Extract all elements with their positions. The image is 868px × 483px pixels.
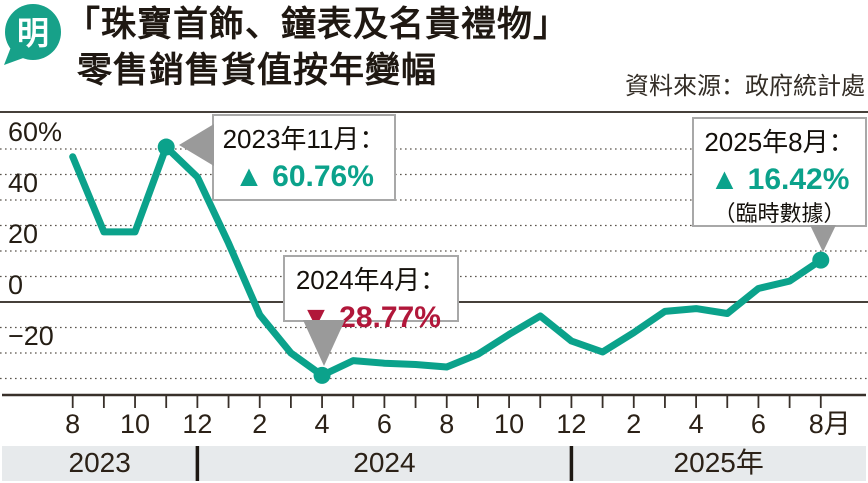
year-label: 2024 <box>353 447 415 478</box>
month-label: 8月 <box>809 409 851 439</box>
logo-glyph: 明 <box>17 15 49 51</box>
callout-value-number: 28.77% <box>339 301 441 334</box>
month-label: 10 <box>120 409 150 439</box>
callout-2025-08: 2025年8月： ▲ 16.42% （臨時數據） <box>692 117 867 252</box>
callout-pointer-left-icon <box>179 124 214 166</box>
year-divider <box>569 446 574 481</box>
callout-date: 2025年8月： <box>704 127 855 157</box>
chart-title-line1: 「珠寶首飾、鐘表及名貴禮物」 <box>65 5 570 44</box>
callout-value: ▲ 16.42% <box>694 160 865 200</box>
month-label: 10 <box>494 409 524 439</box>
month-label: 8 <box>65 409 80 439</box>
mingpao-logo: 明 <box>4 4 61 65</box>
y-axis-label: 20 <box>8 219 38 249</box>
callout-2024-04: 2024年4月： ▼ 28.77% <box>283 255 459 366</box>
callout-date: 2023年11月： <box>222 124 386 154</box>
year-label: 2025年 <box>674 447 764 478</box>
y-axis-label: 0 <box>8 270 23 300</box>
callout-pointer-down-icon <box>303 320 345 366</box>
data-source-label: 資料來源：政府統計處 <box>625 73 865 100</box>
callout-date: 2024年4月： <box>295 265 447 295</box>
month-label: 4 <box>315 409 330 439</box>
month-label: 6 <box>377 409 392 439</box>
callout-note: （臨時數據） <box>713 201 846 226</box>
month-label: 2 <box>626 409 641 439</box>
month-label: 8 <box>439 409 454 439</box>
chart-title: 「珠寶首飾、鐘表及名貴禮物」 零售銷售貨值按年變幅 <box>65 2 569 94</box>
data-point-dot <box>812 251 830 269</box>
up-triangle-icon: ▲ <box>234 160 264 193</box>
month-label: 6 <box>751 409 766 439</box>
up-triangle-icon: ▲ <box>709 163 740 196</box>
logo-bubble-tail <box>4 47 26 65</box>
logo-bubble <box>5 4 61 60</box>
year-band <box>2 446 866 481</box>
year-label: 2023 <box>69 447 131 478</box>
y-axis-label: 60% <box>8 117 62 147</box>
chart-title-line2: 零售銷售貨值按年變幅 <box>77 51 438 90</box>
trend-line <box>69 143 825 379</box>
callout-value: ▼ 28.77% <box>285 298 457 338</box>
callout-pointer-down-icon <box>810 225 836 252</box>
callout-2023-11: 2023年11月： ▲ 60.76% <box>179 114 396 201</box>
y-axis-label: −20 <box>8 321 54 351</box>
month-label: 4 <box>689 409 704 439</box>
data-point-dot <box>157 138 175 156</box>
callout-value: ▲ 60.76% <box>214 157 394 197</box>
month-label: 12 <box>182 409 212 439</box>
callout-value-number: 60.76% <box>272 160 374 193</box>
y-axis-label: 40 <box>8 168 38 198</box>
month-label: 12 <box>556 409 586 439</box>
month-label: 2 <box>252 409 267 439</box>
data-point-dot <box>313 366 331 384</box>
year-divider <box>195 446 200 481</box>
callout-value-number: 16.42% <box>747 163 850 196</box>
